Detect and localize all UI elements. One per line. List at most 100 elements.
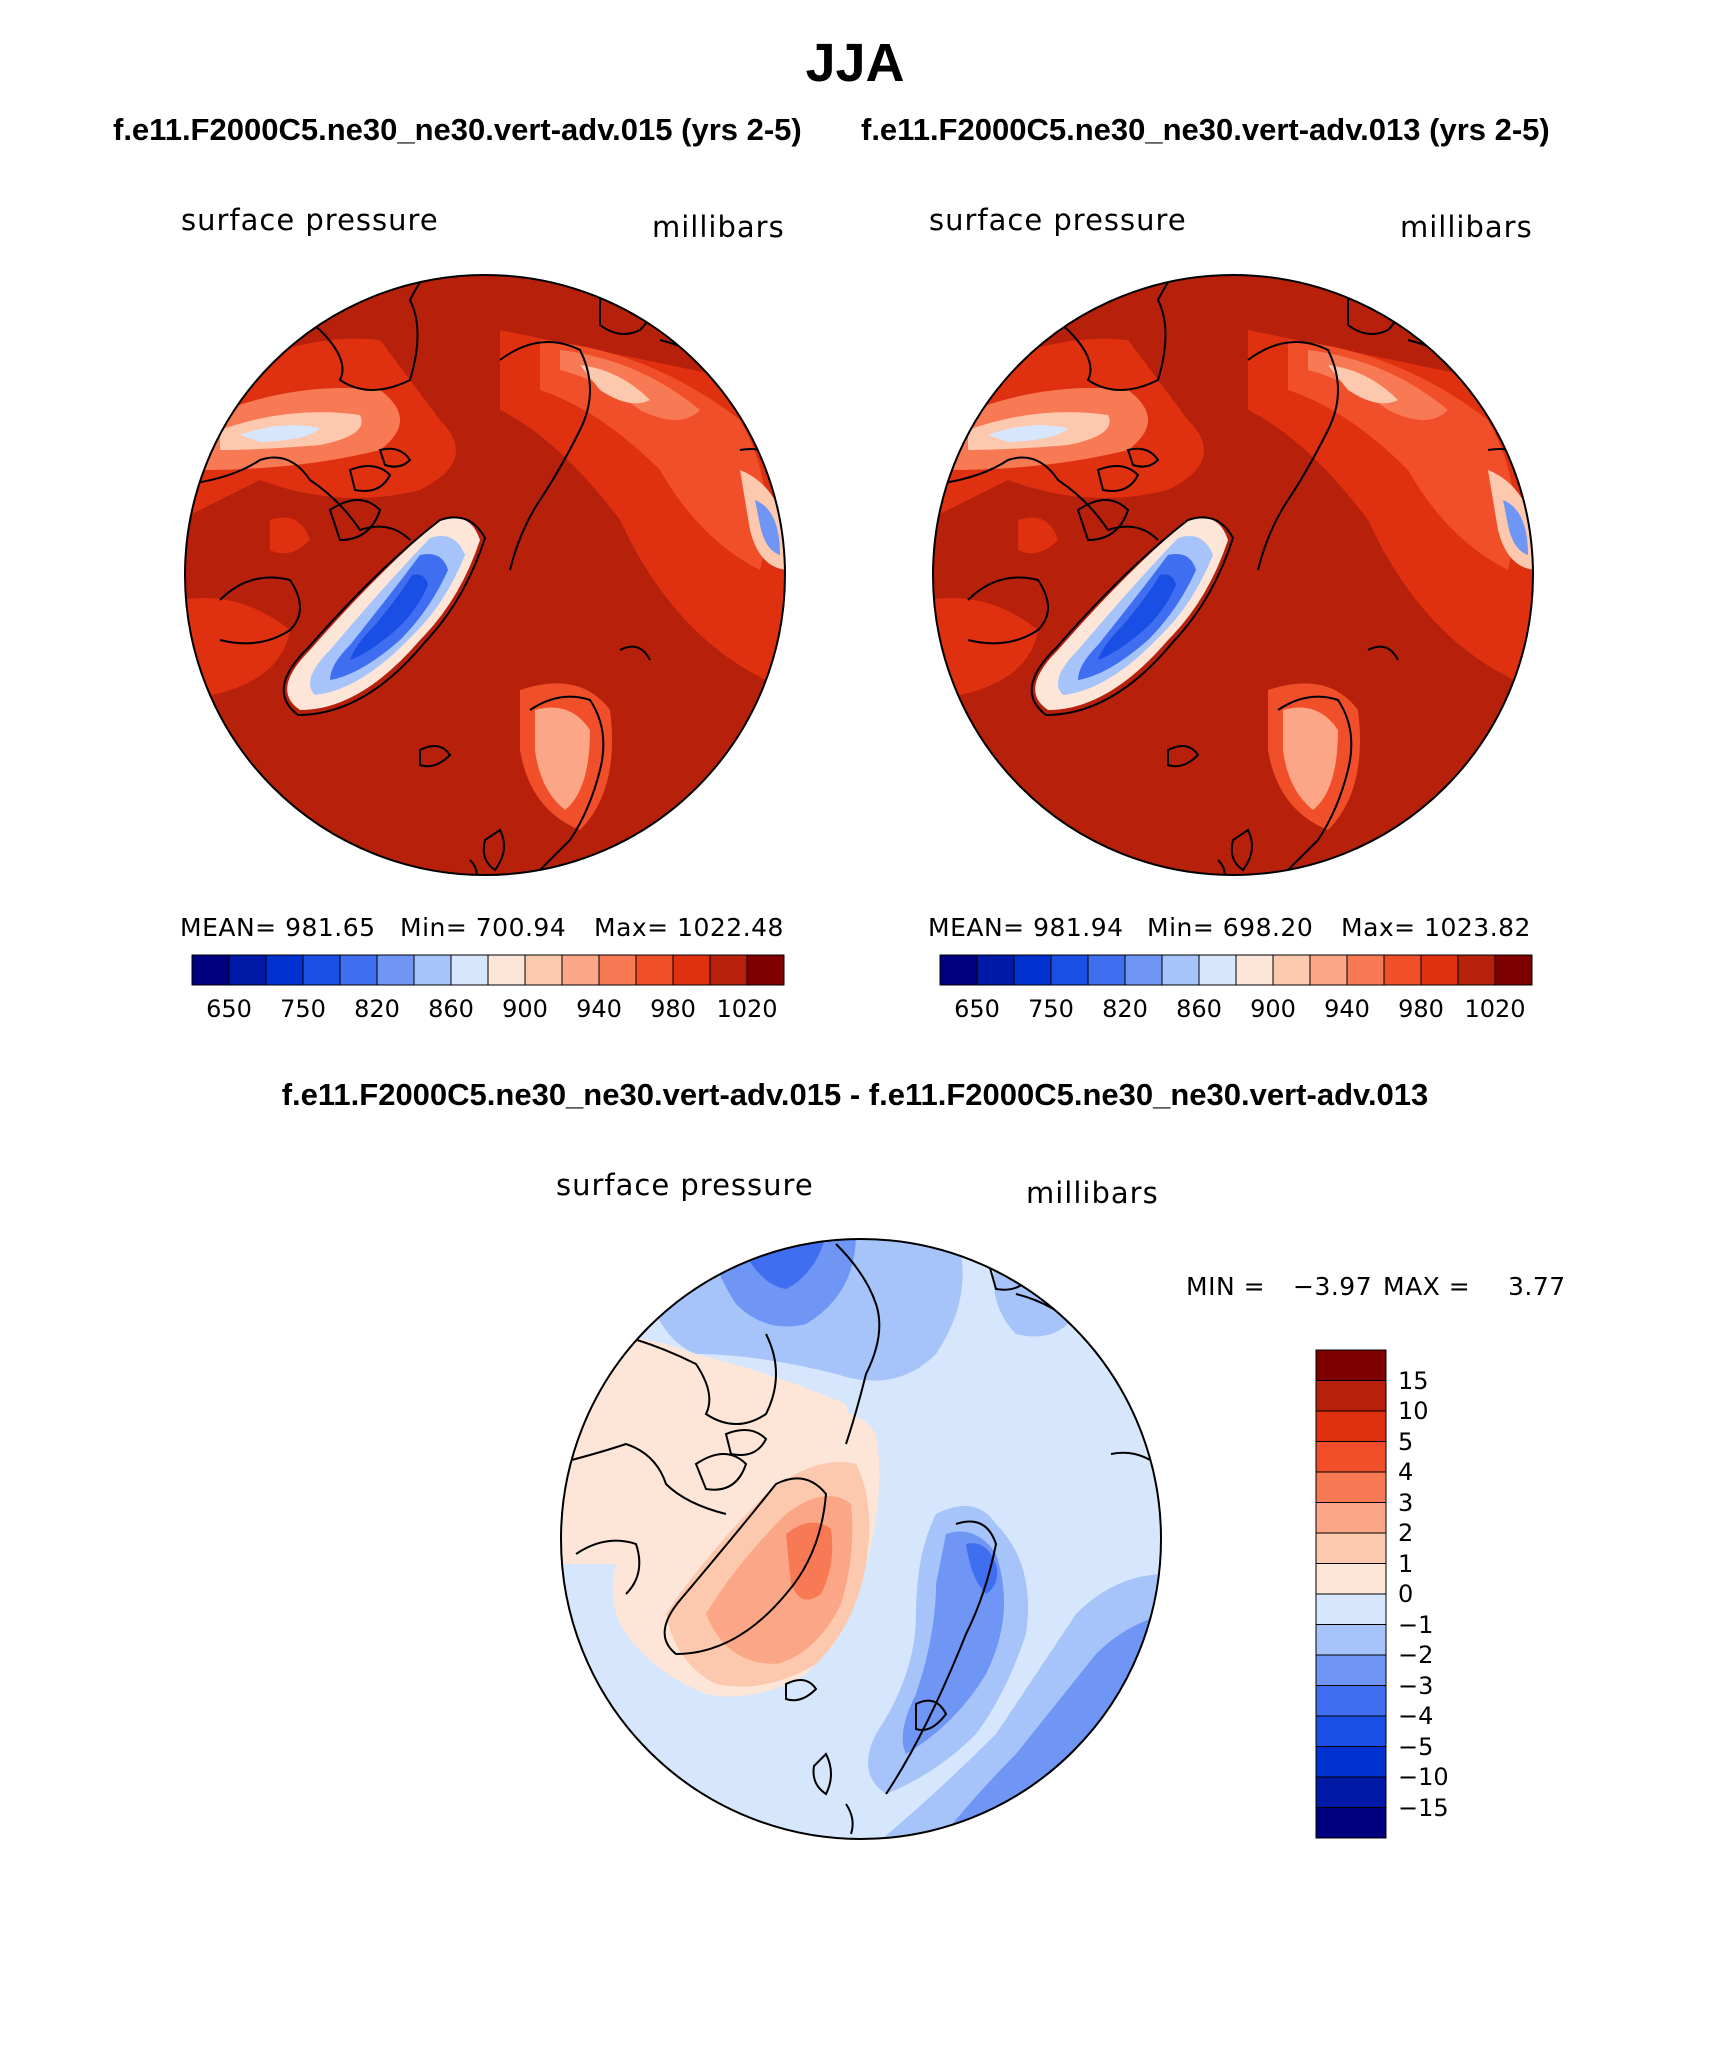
colorbar-left-swatch xyxy=(487,954,526,986)
colorbar-right-swatch xyxy=(1198,954,1237,986)
colorbar-left-swatch xyxy=(228,954,267,986)
colorbar-difference-swatch xyxy=(1315,1441,1387,1473)
colorbar-right-tick-label: 980 xyxy=(1398,995,1444,1023)
panel-left-variable: surface pressure xyxy=(181,203,439,237)
colorbar-difference-swatch xyxy=(1315,1776,1387,1808)
colorbar-difference-tick-label: −15 xyxy=(1398,1793,1449,1822)
colorbar-left-swatch xyxy=(709,954,748,986)
colorbar-right-swatch xyxy=(1013,954,1052,986)
colorbar-left-swatch xyxy=(376,954,415,986)
colorbar-right xyxy=(939,954,1533,986)
difference-title: f.e11.F2000C5.ne30_ne30.vert-adv.015 - f… xyxy=(281,1077,1429,1112)
colorbar-difference-tick-label: 5 xyxy=(1398,1427,1414,1456)
colorbar-left-swatch xyxy=(635,954,674,986)
panel-left-units: millibars xyxy=(652,210,785,244)
colorbar-left-tick-label: 860 xyxy=(428,995,474,1023)
colorbar-right-tick-label: 860 xyxy=(1176,995,1222,1023)
colorbar-left-swatch xyxy=(672,954,711,986)
diff-panel-variable: surface pressure xyxy=(556,1168,814,1202)
colorbar-difference-swatch xyxy=(1315,1654,1387,1686)
colorbar-left-swatch xyxy=(265,954,304,986)
colorbar-difference-swatch xyxy=(1315,1593,1387,1625)
colorbar-difference-swatch xyxy=(1315,1471,1387,1503)
colorbar-right-tick-label: 1020 xyxy=(1464,995,1526,1023)
colorbar-difference-swatch xyxy=(1315,1410,1387,1442)
colorbar-left-tick-label: 750 xyxy=(280,995,326,1023)
colorbar-difference-tick-label: 1 xyxy=(1398,1549,1414,1578)
colorbar-left-swatch xyxy=(302,954,341,986)
colorbar-left-tick-label: 940 xyxy=(576,995,622,1023)
colorbar-left-swatch xyxy=(524,954,563,986)
colorbar-difference-tick-label: 3 xyxy=(1398,1488,1414,1517)
polar-map-left xyxy=(184,274,786,876)
diff-min-label: MIN = xyxy=(1186,1272,1266,1301)
panel-left-min: Min= 700.94 xyxy=(400,913,567,942)
colorbar-right-tick-label: 750 xyxy=(1028,995,1074,1023)
colorbar-left-tick-label: 980 xyxy=(650,995,696,1023)
colorbar-difference-swatch xyxy=(1315,1807,1387,1839)
polar-map-right xyxy=(932,274,1534,876)
colorbar-right-swatch xyxy=(1161,954,1200,986)
colorbar-left-swatch xyxy=(598,954,637,986)
colorbar-right-swatch xyxy=(1346,954,1385,986)
colorbar-right-swatch xyxy=(1457,954,1496,986)
colorbar-difference-tick-label: −10 xyxy=(1398,1763,1449,1791)
colorbar-right-swatch xyxy=(1050,954,1089,986)
case-title-right: f.e11.F2000C5.ne30_ne30.vert-adv.013 (yr… xyxy=(861,112,1550,147)
colorbar-right-swatch xyxy=(976,954,1015,986)
polar-map-difference xyxy=(560,1238,1162,1840)
diff-max-label: MAX = xyxy=(1383,1272,1471,1301)
colorbar-difference-swatch xyxy=(1315,1380,1387,1412)
colorbar-difference-swatch xyxy=(1315,1746,1387,1778)
panel-right-mean: MEAN= 981.94 xyxy=(928,913,1124,942)
colorbar-right-tick-label: 820 xyxy=(1102,995,1148,1023)
colorbar-right-swatch xyxy=(1383,954,1422,986)
panel-left-mean: MEAN= 981.65 xyxy=(180,913,376,942)
diff-panel-units: millibars xyxy=(1026,1176,1159,1210)
colorbar-difference-tick-label: 15 xyxy=(1398,1366,1429,1395)
colorbar-left-tick-label: 820 xyxy=(354,995,400,1023)
colorbar-left xyxy=(191,954,785,986)
panel-right-min: Min= 698.20 xyxy=(1147,913,1314,942)
colorbar-left-tick-label: 900 xyxy=(502,995,548,1023)
colorbar-right-swatch xyxy=(1235,954,1274,986)
colorbar-right-swatch xyxy=(1494,954,1533,986)
colorbar-difference-tick-label: −1 xyxy=(1398,1610,1434,1639)
case-title-left: f.e11.F2000C5.ne30_ne30.vert-adv.015 (yr… xyxy=(113,112,802,147)
panel-right-max: Max= 1023.82 xyxy=(1341,913,1531,942)
colorbar-right-tick-label: 940 xyxy=(1324,995,1370,1023)
colorbar-left-tick-label: 650 xyxy=(206,995,252,1023)
diff-min-value: −3.97 xyxy=(1293,1272,1373,1301)
colorbar-difference-swatch xyxy=(1315,1685,1387,1717)
colorbar-left-swatch xyxy=(746,954,785,986)
colorbar-right-tick-label: 650 xyxy=(954,995,1000,1023)
colorbar-difference-tick-label: 2 xyxy=(1398,1519,1414,1547)
colorbar-left-tick-label: 1020 xyxy=(716,995,778,1023)
colorbar-right-swatch xyxy=(939,954,978,986)
colorbar-right-swatch xyxy=(1420,954,1459,986)
colorbar-right-tick-label: 900 xyxy=(1250,995,1296,1023)
colorbar-difference-swatch xyxy=(1315,1532,1387,1564)
colorbar-difference-tick-label: −4 xyxy=(1398,1702,1434,1730)
panel-left-max: Max= 1022.48 xyxy=(594,913,784,942)
colorbar-difference-swatch xyxy=(1315,1715,1387,1747)
colorbar-difference-tick-label: −2 xyxy=(1398,1641,1434,1669)
diff-max-value: 3.77 xyxy=(1508,1272,1566,1301)
panel-right-units: millibars xyxy=(1400,210,1533,244)
colorbar-right-swatch xyxy=(1309,954,1348,986)
colorbar-difference-tick-label: −3 xyxy=(1398,1671,1434,1700)
colorbar-right-swatch xyxy=(1272,954,1311,986)
colorbar-difference-swatch xyxy=(1315,1349,1387,1381)
colorbar-right-swatch xyxy=(1124,954,1163,986)
colorbar-difference-swatch xyxy=(1315,1502,1387,1534)
colorbar-right-swatch xyxy=(1087,954,1126,986)
colorbar-left-swatch xyxy=(191,954,230,986)
colorbar-left-swatch xyxy=(413,954,452,986)
colorbar-left-swatch xyxy=(450,954,489,986)
colorbar-left-swatch xyxy=(339,954,378,986)
colorbar-difference xyxy=(1315,1349,1387,1839)
page-title: JJA xyxy=(805,33,905,93)
colorbar-difference-tick-label: 4 xyxy=(1398,1458,1414,1486)
colorbar-left-swatch xyxy=(561,954,600,986)
colorbar-difference-tick-label: 10 xyxy=(1398,1397,1429,1425)
